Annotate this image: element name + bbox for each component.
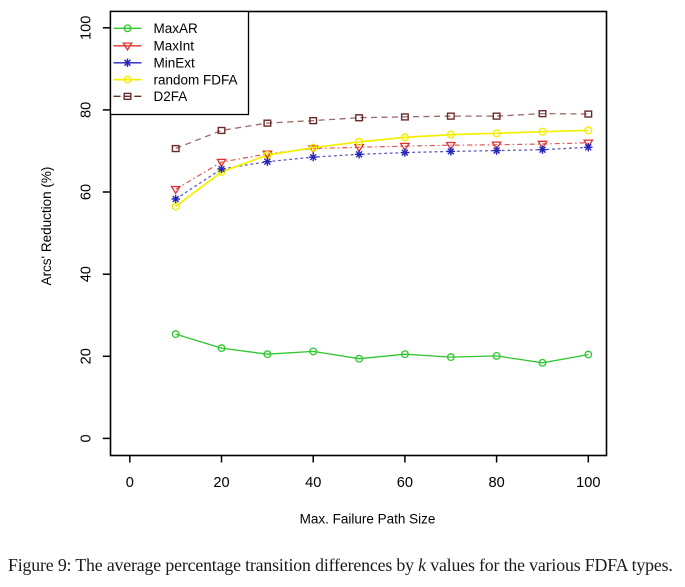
svg-text:80: 80 (78, 102, 94, 118)
svg-text:100: 100 (78, 16, 94, 40)
svg-text:D2FA: D2FA (154, 89, 188, 104)
svg-text:40: 40 (78, 266, 94, 282)
svg-text:20: 20 (78, 348, 94, 364)
svg-text:40: 40 (305, 475, 321, 491)
svg-text:MinExt: MinExt (154, 56, 196, 71)
svg-text:60: 60 (78, 184, 94, 200)
svg-text:80: 80 (488, 475, 504, 491)
svg-text:0: 0 (126, 475, 134, 491)
svg-text:MaxInt: MaxInt (154, 39, 195, 54)
svg-text:0: 0 (78, 434, 94, 442)
svg-text:MaxAR: MaxAR (154, 21, 199, 36)
svg-text:random FDFA: random FDFA (154, 72, 238, 87)
svg-text:20: 20 (213, 475, 229, 491)
svg-text:100: 100 (576, 475, 600, 491)
svg-text:60: 60 (397, 475, 413, 491)
svg-text:Arcs' Reduction (%): Arcs' Reduction (%) (39, 167, 54, 286)
svg-text:Max. Failure Path Size: Max. Failure Path Size (300, 512, 436, 527)
